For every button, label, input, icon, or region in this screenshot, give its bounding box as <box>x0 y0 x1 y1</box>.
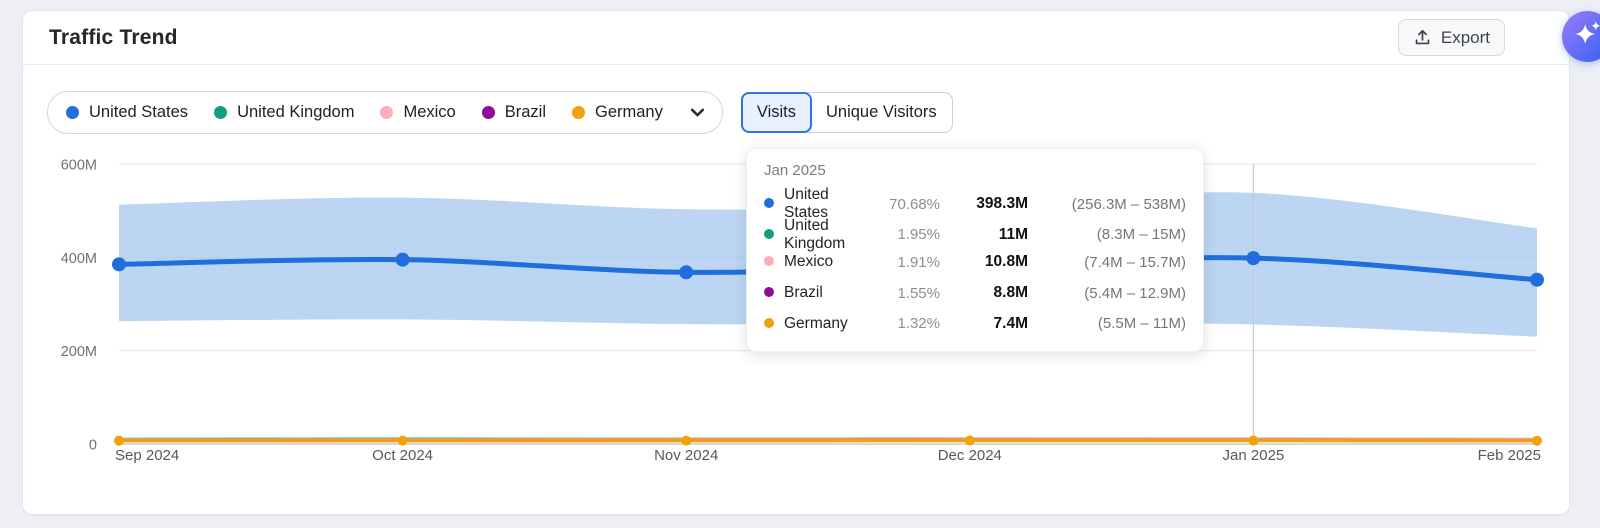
tooltip-date: Jan 2025 <box>764 162 826 179</box>
tooltip-range: (5.4M – 12.9M) <box>1084 284 1186 302</box>
tooltip-country: Mexico <box>784 253 834 271</box>
tooltip-row-united-states: United States 70.68% 398.3M (256.3M – 538M) <box>764 186 1186 221</box>
tooltip-percent: 1.32% <box>897 315 940 333</box>
legend-item-united-kingdom[interactable]: United Kingdom <box>214 103 354 122</box>
chart-controls: United States United Kingdom Mexico Brazil G… <box>47 91 953 134</box>
tooltip-country: United States <box>784 186 829 221</box>
tooltip-rows: United States 70.68% 398.3M (256.3M – 538M)… <box>764 186 1186 339</box>
x-axis-label-dec-2024: Dec 2024 <box>938 447 1002 464</box>
card-header: Traffic Trend Export <box>23 11 1569 65</box>
tooltip-row-germany: Germany 1.32% 7.4M (5.5M – 11M) <box>764 308 1186 339</box>
legend-dot-icon <box>572 106 585 119</box>
x-axis-label-oct-2024: Oct 2024 <box>372 447 433 464</box>
x-axis-label-feb-2025: Feb 2025 <box>1478 447 1541 464</box>
y-axis-label-200M: 200M <box>61 344 97 360</box>
legend-label: Mexico <box>403 103 456 121</box>
tooltip-country: United Kingdom <box>784 216 846 252</box>
tooltip-percent: 1.95% <box>897 226 940 244</box>
tooltip-percent: 1.55% <box>897 284 940 302</box>
legend-dot-icon <box>380 106 394 119</box>
tooltip-value: 7.4M <box>993 314 1028 332</box>
tooltip-range: (5.5M – 11M) <box>1097 315 1186 333</box>
marker-united-states-feb-2025 <box>1530 272 1544 287</box>
sparkle-icon <box>1571 17 1600 56</box>
tooltip-country: Brazil <box>784 284 823 302</box>
page-title: Traffic Trend <box>49 25 178 49</box>
export-upload-icon <box>1413 28 1432 47</box>
chart-tooltip: Jan 2025 United States 70.68% 398.3M (256.3… <box>746 148 1204 352</box>
legend-label: Brazil <box>504 103 546 121</box>
y-axis-label-0: 0 <box>89 438 97 454</box>
legend-label: United States <box>89 103 189 121</box>
marker-united-states-sep-2024 <box>112 257 126 272</box>
toggle-unique-visitors[interactable]: Unique Visitors <box>811 93 952 132</box>
x-axis-label-jan-2025: Jan 2025 <box>1223 447 1285 464</box>
marker-germany-dec-2024 <box>964 435 975 446</box>
country-selector[interactable]: United States United Kingdom Mexico Brazil G… <box>47 91 723 134</box>
y-axis-label-400M: 400M <box>61 251 97 267</box>
x-axis-label-sep-2024: Sep 2024 <box>115 447 179 464</box>
tooltip-series-dot-icon <box>764 315 784 333</box>
traffic-trend-card: Traffic Trend Export United States United… <box>22 10 1570 515</box>
legend-item-germany[interactable]: Germany <box>572 103 663 122</box>
marker-united-states-nov-2024 <box>679 265 694 280</box>
legend-label: United Kingdom <box>237 103 355 121</box>
chevron-down-icon[interactable] <box>689 104 706 121</box>
marker-united-states-oct-2024 <box>395 252 410 267</box>
marker-germany-oct-2024 <box>397 435 408 446</box>
tooltip-value: 11M <box>998 225 1028 243</box>
tooltip-series-dot-icon <box>764 226 784 244</box>
legend-item-mexico[interactable]: Mexico <box>380 103 456 122</box>
legend-item-brazil[interactable]: Brazil <box>481 103 546 122</box>
ai-assistant-button[interactable] <box>1562 11 1600 62</box>
tooltip-row-brazil: Brazil 1.55% 8.8M (5.4M – 12.9M) <box>764 278 1186 309</box>
tooltip-value: 398.3M <box>976 195 1028 212</box>
tooltip-range: (8.3M – 15M) <box>1096 226 1186 244</box>
x-axis-label-nov-2024: Nov 2024 <box>654 447 718 464</box>
tooltip-row-united-kingdom: United Kingdom 1.95% 11M (8.3M – 15M) <box>764 217 1186 252</box>
tooltip-row-mexico: Mexico 1.91% 10.8M (7.4M – 15.7M) <box>764 247 1186 278</box>
metric-toggle: Visits Unique Visitors <box>740 92 953 133</box>
tooltip-percent: 1.91% <box>897 253 940 271</box>
tooltip-series-dot-icon <box>764 253 784 271</box>
marker-germany-sep-2024 <box>114 435 124 446</box>
legend-dot-icon <box>66 106 79 119</box>
tooltip-range: (256.3M – 538M) <box>1071 195 1186 213</box>
tooltip-value: 10.8M <box>984 253 1028 271</box>
tooltip-country: Germany <box>784 314 848 332</box>
marker-germany-jan-2025 <box>1248 435 1259 446</box>
tooltip-value: 8.8M <box>993 284 1028 302</box>
tooltip-series-dot-icon <box>764 195 784 213</box>
legend-label: Germany <box>595 103 663 121</box>
export-button[interactable]: Export <box>1397 19 1505 56</box>
marker-germany-feb-2025 <box>1532 435 1542 446</box>
export-button-label: Export <box>1440 27 1490 47</box>
tooltip-percent: 70.68% <box>889 195 940 213</box>
tooltip-range: (7.4M – 15.7M) <box>1084 253 1186 271</box>
legend-item-united-states[interactable]: United States <box>66 103 188 122</box>
toggle-visits[interactable]: Visits <box>740 92 812 133</box>
tooltip-series-dot-icon <box>764 284 784 302</box>
marker-germany-nov-2024 <box>681 435 692 446</box>
legend-dot-icon <box>214 106 228 119</box>
series-legend: United States United Kingdom Mexico Brazil G… <box>66 103 663 122</box>
marker-united-states-jan-2025 <box>1246 251 1261 266</box>
legend-dot-icon <box>481 106 495 119</box>
y-axis-label-600M: 600M <box>61 158 97 174</box>
